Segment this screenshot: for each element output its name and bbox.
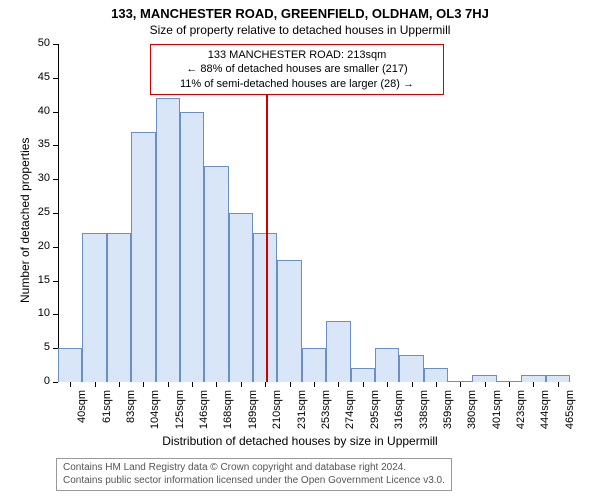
chart-subtitle: Size of property relative to detached ho… [0,21,600,37]
x-tick-label: 104sqm [149,390,161,430]
y-tick-label: 0 [22,375,50,387]
y-tick [53,382,58,383]
x-tick-label: 210sqm [271,390,283,430]
chart-title: 133, MANCHESTER ROAD, GREENFIELD, OLDHAM… [0,0,600,21]
y-tick-label: 45 [22,71,50,83]
y-tick [53,179,58,180]
bar [351,368,375,382]
x-tick [119,382,120,387]
bar [424,368,448,382]
x-tick-label: 316sqm [393,390,405,430]
annotation-line1: 133 MANCHESTER ROAD: 213sqm [161,48,433,62]
footer-attribution: Contains HM Land Registry data © Crown c… [56,458,452,491]
x-tick [338,382,339,387]
y-tick [53,314,58,315]
x-tick [216,382,217,387]
bar [326,321,350,382]
x-tick [412,382,413,387]
x-tick-label: 359sqm [442,390,454,430]
x-tick [192,382,193,387]
y-tick [53,78,58,79]
x-tick [290,382,291,387]
y-tick-label: 40 [22,105,50,117]
y-tick-label: 50 [22,37,50,49]
x-tick-label: 444sqm [539,390,551,430]
annotation-box: 133 MANCHESTER ROAD: 213sqm ← 88% of det… [150,44,444,95]
y-tick [53,145,58,146]
bar [204,166,228,382]
x-tick-label: 295sqm [369,390,381,430]
y-tick [53,112,58,113]
x-tick-label: 168sqm [222,390,234,430]
x-tick [460,382,461,387]
bar [58,348,82,382]
annotation-line2: ← 88% of detached houses are smaller (21… [161,62,433,76]
x-tick [485,382,486,387]
y-tick [53,348,58,349]
bar [472,375,496,382]
x-tick-label: 231sqm [296,390,308,430]
x-tick [509,382,510,387]
x-tick [314,382,315,387]
x-tick-label: 401sqm [491,390,503,430]
y-tick-label: 5 [22,341,50,353]
y-tick [53,247,58,248]
x-tick-label: 189sqm [247,390,259,430]
bar [302,348,326,382]
annotation-line3: 11% of semi-detached houses are larger (… [161,77,433,91]
x-tick-label: 465sqm [564,390,576,430]
x-tick [95,382,96,387]
x-tick-label: 380sqm [466,390,478,430]
x-tick [168,382,169,387]
x-tick-label: 253sqm [320,390,332,430]
x-tick [70,382,71,387]
bar [399,355,423,382]
bar [107,233,131,382]
x-axis-label: Distribution of detached houses by size … [0,434,600,448]
x-tick [558,382,559,387]
x-tick [143,382,144,387]
bar [521,375,545,382]
y-tick [53,281,58,282]
x-tick-label: 146sqm [198,390,210,430]
bar [82,233,106,382]
x-tick-label: 83sqm [125,390,137,430]
bar [229,213,253,382]
y-tick [53,213,58,214]
chart-container: 133, MANCHESTER ROAD, GREENFIELD, OLDHAM… [0,0,600,500]
x-tick [436,382,437,387]
bar [375,348,399,382]
y-tick [53,44,58,45]
footer-line2: Contains public sector information licen… [63,475,445,488]
x-tick [387,382,388,387]
bar [131,132,155,382]
x-tick [241,382,242,387]
x-tick [363,382,364,387]
x-tick-label: 338sqm [418,390,430,430]
bar [253,233,277,382]
bar [156,98,180,382]
footer-line1: Contains HM Land Registry data © Crown c… [63,462,445,475]
x-tick [533,382,534,387]
x-tick-label: 40sqm [76,390,88,430]
x-tick-label: 423sqm [515,390,527,430]
x-tick-label: 125sqm [174,390,186,430]
bar [277,260,301,382]
x-tick-label: 61sqm [101,390,113,430]
bar [180,112,204,382]
y-tick-label: 10 [22,307,50,319]
x-tick [265,382,266,387]
y-axis-label: Number of detached properties [18,138,32,303]
bar [546,375,570,382]
x-tick-label: 274sqm [344,390,356,430]
